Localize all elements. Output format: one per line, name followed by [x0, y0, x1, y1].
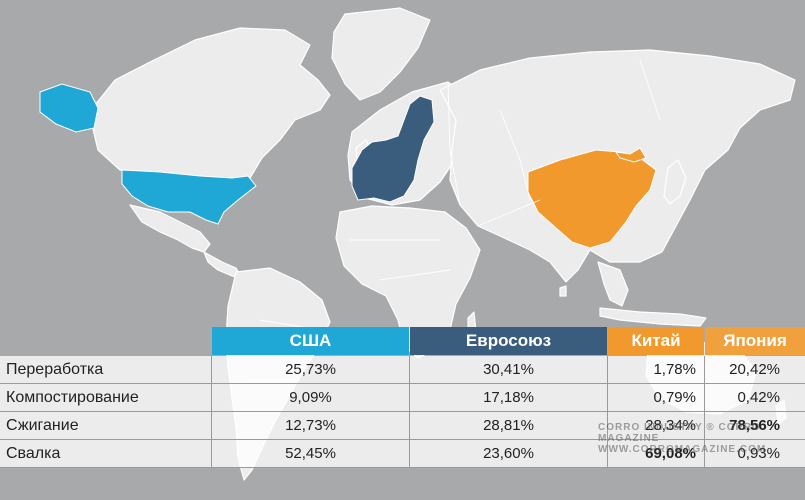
table-row: Сжигание 12,73% 28,81% 28,34% 78,56%	[0, 412, 805, 439]
cell-china: 0,79%	[653, 389, 696, 406]
table-row: Переработка 25,73% 30,41% 1,78% 20,42%	[0, 356, 805, 383]
cell-usa: 52,45%	[285, 445, 336, 462]
table-row: Компостирование 9,09% 17,18% 0,79% 0,42%	[0, 384, 805, 411]
row-label: Свалка	[6, 445, 61, 462]
header-usa: США	[212, 327, 409, 355]
cell-eu: 28,81%	[483, 417, 534, 434]
watermark-line1: CORRO INDUSTRY ® CORRO MAGAZINE	[598, 422, 761, 444]
sri-lanka-land	[559, 285, 567, 297]
greenland-land	[331, 7, 431, 101]
cell-eu: 23,60%	[483, 445, 534, 462]
stats-table: США Евросоюз Китай Япония Переработка 25…	[0, 327, 805, 500]
cell-japan: 78,56%	[729, 417, 780, 434]
indonesia-land	[599, 307, 707, 327]
japan-land	[663, 159, 687, 205]
cell-usa: 25,73%	[285, 361, 336, 378]
canada-land	[91, 27, 331, 181]
cell-japan: 20,42%	[729, 361, 780, 378]
cell-usa: 9,09%	[289, 389, 332, 406]
cell-usa: 12,73%	[285, 417, 336, 434]
cell-eu: 17,18%	[483, 389, 534, 406]
cell-china: 69,08%	[645, 445, 696, 462]
row-label: Компостирование	[6, 389, 139, 406]
eu-region	[351, 95, 435, 203]
indochina-land	[597, 261, 629, 307]
cell-eu: 30,41%	[483, 361, 534, 378]
cell-japan: 0,93%	[737, 445, 780, 462]
divider	[0, 383, 805, 384]
row-label: Переработка	[6, 361, 104, 378]
cell-japan: 0,42%	[737, 389, 780, 406]
china-ne-region	[614, 147, 647, 163]
divider	[0, 411, 805, 412]
china-region	[527, 149, 657, 249]
watermark: CORRO INDUSTRY ® CORRO MAGAZINE WWW.CORR…	[598, 422, 798, 458]
row-label: Сжигание	[6, 417, 79, 434]
table-row: Свалка 52,45% 23,60% 69,08% 0,93%	[0, 440, 805, 467]
alaska-region	[39, 83, 99, 133]
header-eu: Евросоюз	[410, 327, 607, 355]
divider	[0, 467, 805, 468]
watermark-line2: WWW.CORROMAGAZINE.COM	[598, 444, 767, 455]
cell-china: 1,78%	[653, 361, 696, 378]
header-china: Китай	[608, 327, 704, 355]
header-japan: Япония	[705, 327, 805, 355]
cell-china: 28,34%	[645, 417, 696, 434]
divider	[0, 439, 805, 440]
usa-region	[121, 169, 257, 225]
